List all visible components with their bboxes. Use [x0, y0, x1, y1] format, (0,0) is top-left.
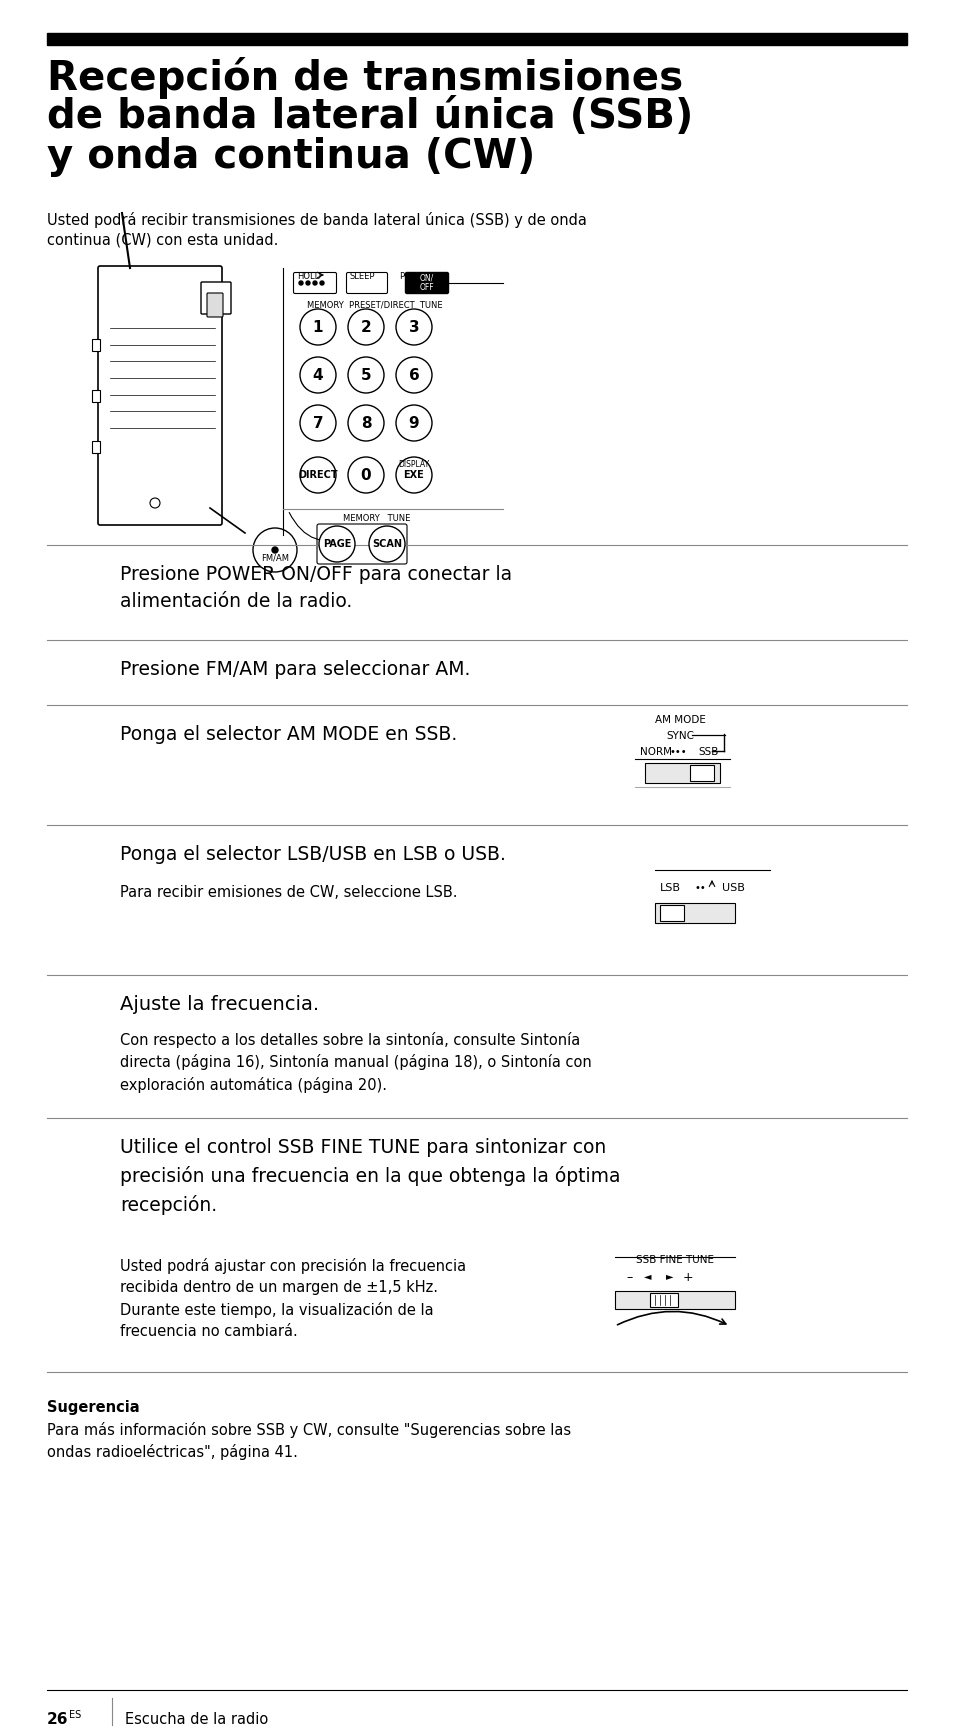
Text: Usted podrá ajustar con precisión la frecuencia
recibida dentro de un margen de : Usted podrá ajustar con precisión la fre… — [120, 1259, 466, 1338]
Text: DIRECT: DIRECT — [298, 470, 337, 481]
Text: PAGE: PAGE — [322, 539, 351, 550]
Text: SSB FINE TUNE: SSB FINE TUNE — [636, 1255, 713, 1266]
Text: PAGE: PAGE — [322, 539, 351, 550]
Bar — [47, 33, 906, 45]
Text: 8: 8 — [360, 415, 371, 431]
Text: FM/AM: FM/AM — [261, 553, 289, 562]
Bar — [655, 903, 734, 923]
Circle shape — [298, 282, 303, 285]
Text: Sugerencia: Sugerencia — [47, 1400, 139, 1414]
Bar — [91, 339, 100, 351]
Text: ►: ► — [665, 1271, 673, 1281]
Text: MEMORY  PRESET/DIRECT  TUNE: MEMORY PRESET/DIRECT TUNE — [307, 301, 442, 309]
Text: –: – — [626, 1271, 633, 1285]
Text: Ponga el selector LSB/USB en LSB o USB.: Ponga el selector LSB/USB en LSB o USB. — [120, 845, 505, 864]
Circle shape — [150, 498, 160, 508]
Text: SLEEP: SLEEP — [350, 271, 375, 282]
Text: 3: 3 — [408, 320, 419, 334]
Text: •••: ••• — [668, 747, 686, 757]
Text: HOLD: HOLD — [296, 271, 321, 282]
Text: +: + — [682, 1271, 693, 1285]
Text: SYNC: SYNC — [665, 731, 693, 742]
Text: ••: •• — [694, 884, 705, 892]
Circle shape — [299, 405, 335, 441]
Text: ON/
OFF: ON/ OFF — [419, 273, 434, 292]
Text: Con respecto a los detalles sobre la sintonía, consulte Sintonía
directa (página: Con respecto a los detalles sobre la sin… — [120, 1032, 591, 1093]
Text: AM MODE: AM MODE — [654, 716, 704, 724]
FancyBboxPatch shape — [201, 282, 231, 315]
Circle shape — [253, 527, 296, 572]
Circle shape — [395, 405, 432, 441]
Text: Utilice el control SSB FINE TUNE para sintonizar con
precisión una frecuencia en: Utilice el control SSB FINE TUNE para si… — [120, 1138, 619, 1214]
FancyBboxPatch shape — [346, 273, 387, 294]
Text: Ajuste la frecuencia.: Ajuste la frecuencia. — [120, 994, 319, 1013]
Text: Recepción de transmisiones: Recepción de transmisiones — [47, 57, 682, 99]
Bar — [649, 1293, 678, 1307]
Text: SCAN: SCAN — [372, 539, 401, 550]
Text: 2: 2 — [360, 320, 371, 334]
Text: de banda lateral única (SSB): de banda lateral única (SSB) — [47, 97, 693, 137]
Text: y onda continua (CW): y onda continua (CW) — [47, 137, 535, 176]
Text: 6: 6 — [408, 368, 419, 382]
Circle shape — [299, 309, 335, 346]
Circle shape — [369, 526, 405, 562]
Circle shape — [318, 526, 355, 562]
Text: ◄: ◄ — [643, 1271, 651, 1281]
Bar — [91, 441, 100, 453]
Circle shape — [272, 546, 277, 553]
Circle shape — [395, 356, 432, 392]
Circle shape — [313, 282, 316, 285]
Circle shape — [395, 456, 432, 493]
Circle shape — [299, 456, 335, 493]
FancyBboxPatch shape — [207, 292, 223, 316]
FancyBboxPatch shape — [98, 266, 222, 526]
Text: NORM: NORM — [639, 747, 671, 757]
Text: Para más información sobre SSB y CW, consulte "Sugerencias sobre las
ondas radio: Para más información sobre SSB y CW, con… — [47, 1421, 571, 1459]
Text: LSB: LSB — [659, 884, 680, 892]
Text: Escucha de la radio: Escucha de la radio — [125, 1712, 268, 1727]
Text: 5: 5 — [360, 368, 371, 382]
Text: DISPLAY: DISPLAY — [398, 460, 429, 469]
Text: MEMORY   TUNE: MEMORY TUNE — [343, 514, 410, 522]
Text: Ponga el selector AM MODE en SSB.: Ponga el selector AM MODE en SSB. — [120, 724, 456, 743]
Text: 4: 4 — [313, 368, 323, 382]
Bar — [615, 1292, 734, 1309]
Circle shape — [306, 282, 310, 285]
Circle shape — [348, 456, 384, 493]
FancyBboxPatch shape — [405, 273, 448, 294]
Text: SSB: SSB — [698, 747, 718, 757]
Text: Presione POWER ON/OFF para conectar la
alimentación de la radio.: Presione POWER ON/OFF para conectar la a… — [120, 565, 512, 610]
Circle shape — [348, 356, 384, 392]
Text: 1: 1 — [313, 320, 323, 334]
Text: USB: USB — [721, 884, 744, 892]
Text: SCAN: SCAN — [372, 539, 401, 550]
Text: 26: 26 — [47, 1712, 69, 1727]
Text: POWER: POWER — [399, 271, 430, 282]
Text: EXE: EXE — [403, 470, 424, 481]
Circle shape — [348, 405, 384, 441]
Bar — [91, 389, 100, 401]
Bar — [689, 764, 713, 782]
Text: Usted podrá recibir transmisiones de banda lateral única (SSB) y de onda
continu: Usted podrá recibir transmisiones de ban… — [47, 213, 586, 247]
Circle shape — [395, 309, 432, 346]
Bar — [644, 762, 720, 783]
Bar — [659, 904, 683, 922]
Circle shape — [348, 309, 384, 346]
Text: 7: 7 — [313, 415, 323, 431]
Text: 0: 0 — [360, 467, 371, 482]
Text: 9: 9 — [408, 415, 419, 431]
Circle shape — [299, 356, 335, 392]
Circle shape — [369, 526, 405, 562]
Text: Presione FM/AM para seleccionar AM.: Presione FM/AM para seleccionar AM. — [120, 660, 470, 679]
FancyBboxPatch shape — [316, 524, 407, 564]
Circle shape — [318, 526, 355, 562]
Text: Para recibir emisiones de CW, seleccione LSB.: Para recibir emisiones de CW, seleccione… — [120, 885, 457, 901]
Text: ES: ES — [69, 1710, 81, 1720]
FancyBboxPatch shape — [294, 273, 336, 294]
Circle shape — [319, 282, 324, 285]
